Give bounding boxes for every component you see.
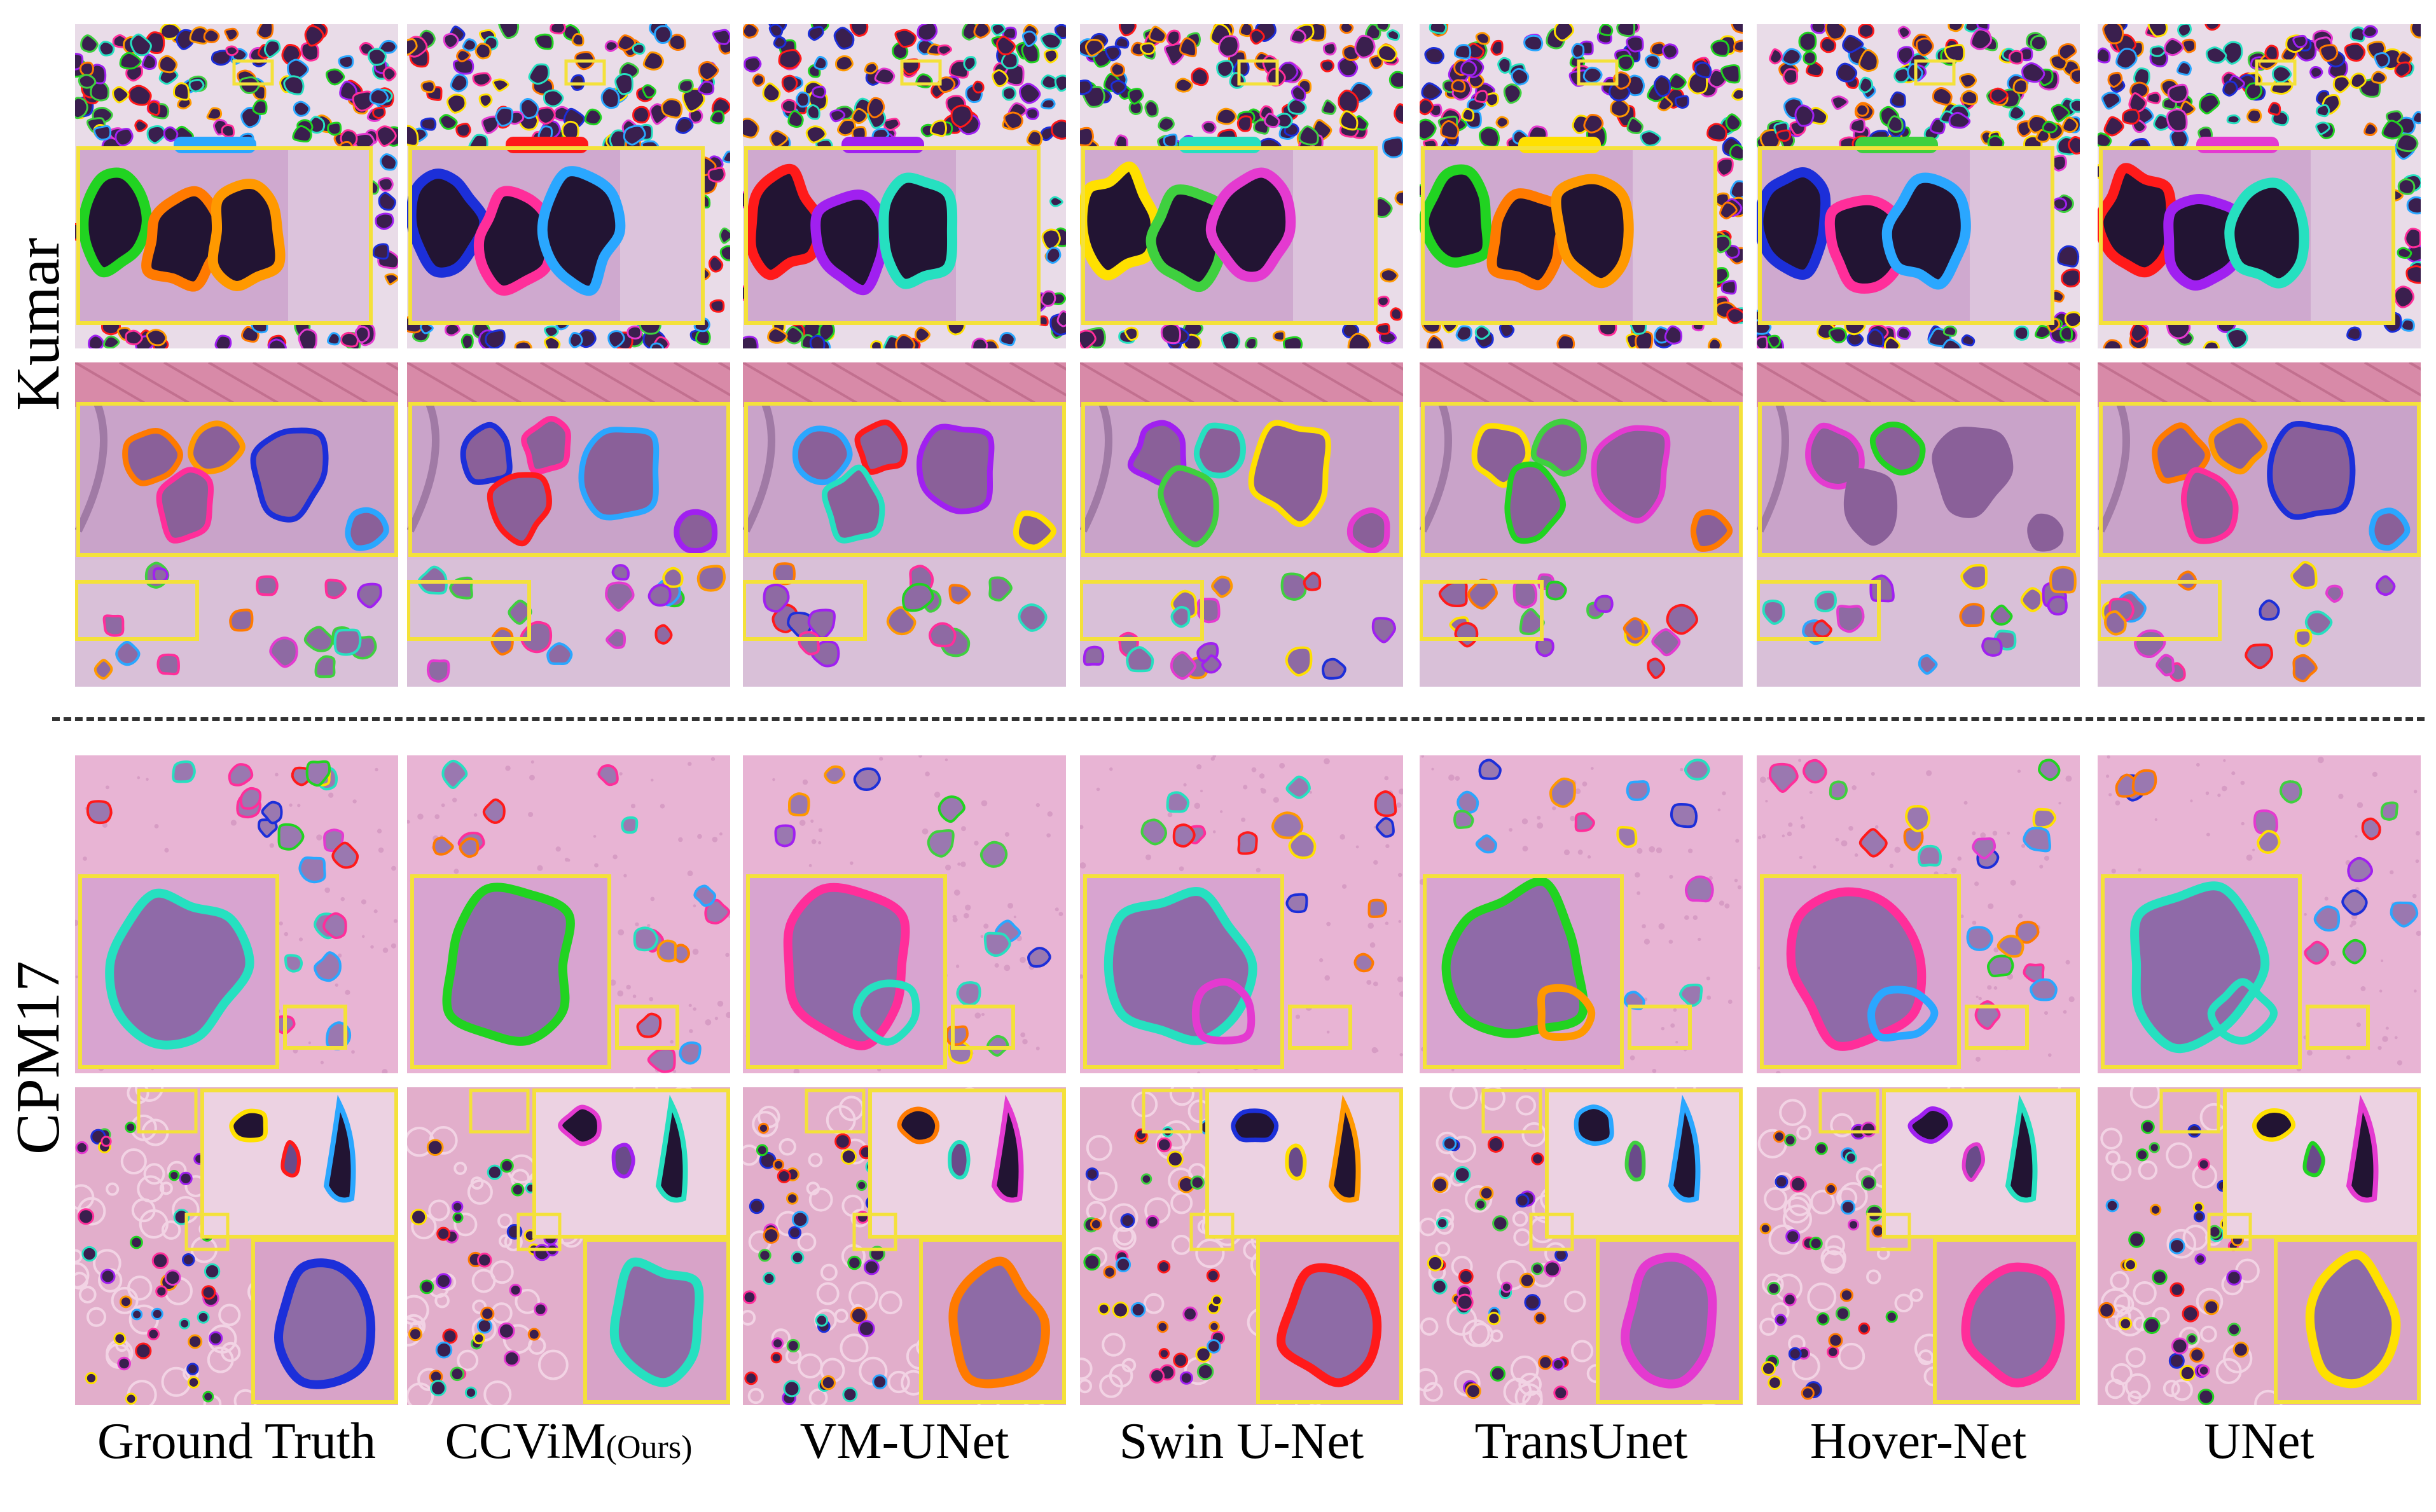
panel-cpm-a-transunet [1420,755,1743,1073]
panel-cpm-b-ccvim [407,1087,730,1405]
panel-cpm-b-swin-u-net [1080,1087,1403,1405]
panel-kumar-dense-transunet [1420,24,1743,348]
col-label-text: Swin U-Net [1119,1413,1364,1469]
panel-cpm-a-ccvim [407,755,730,1073]
col-label-swin-u-net: Swin U-Net [1070,1413,1413,1471]
panel-cpm-b-vm-unet [743,1087,1066,1405]
panel-cpm-a-vm-unet [743,755,1066,1073]
panel-cpm-b-transunet [1420,1087,1743,1405]
col-label-ground-truth: Ground Truth [65,1413,408,1471]
panel-kumar-dense-hover-net [1757,24,2080,348]
panel-cpm-a-ground-truth [75,755,398,1073]
panel-cpm-a-unet [2098,755,2421,1073]
panel-kumar-dense-unet [2098,24,2421,348]
row-label-cpm17: CPM17 [4,960,73,1155]
panel-cpm-a-swin-u-net [1080,755,1403,1073]
dataset-divider [52,717,2425,721]
panel-kumar-sparse-hover-net [1757,362,2080,687]
panel-kumar-sparse-ground-truth [75,362,398,687]
col-label-transunet: TransUnet [1409,1413,1753,1471]
col-label-text: UNet [2204,1413,2315,1469]
col-label-suffix: (Ours) [606,1429,693,1466]
col-label-hover-net: Hover-Net [1747,1413,2090,1471]
col-label-vm-unet: VM-UNet [733,1413,1076,1471]
panel-kumar-sparse-ccvim [407,362,730,687]
col-label-unet: UNet [2087,1413,2431,1471]
panel-cpm-b-ground-truth [75,1087,398,1405]
col-label-ccvim: CCViM(Ours) [397,1413,740,1471]
panel-kumar-sparse-unet [2098,362,2421,687]
col-label-text: TransUnet [1474,1413,1688,1469]
col-label-text: Hover-Net [1810,1413,2027,1469]
panel-kumar-dense-ground-truth [75,24,398,348]
panel-kumar-sparse-transunet [1420,362,1743,687]
panel-cpm-b-hover-net [1757,1087,2080,1405]
panel-kumar-sparse-swin-u-net [1080,362,1403,687]
row-label-kumar: Kumar [4,237,73,411]
col-label-text: VM-UNet [799,1413,1009,1469]
col-label-text: CCViM [445,1413,606,1469]
panel-cpm-a-hover-net [1757,755,2080,1073]
panel-cpm-b-unet [2098,1087,2421,1405]
panel-kumar-dense-ccvim [407,24,730,348]
panel-kumar-sparse-vm-unet [743,362,1066,687]
panel-kumar-dense-vm-unet [743,24,1066,348]
col-label-text: Ground Truth [97,1413,376,1469]
panel-kumar-dense-swin-u-net [1080,24,1403,348]
